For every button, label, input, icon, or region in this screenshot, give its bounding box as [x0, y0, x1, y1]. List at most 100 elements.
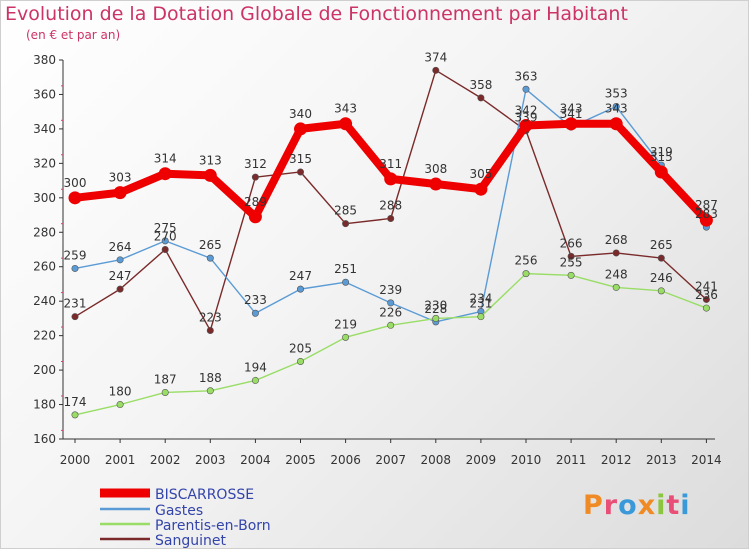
legend-label: BISCARROSSE	[155, 487, 254, 503]
x-tick-label: 2004	[240, 453, 271, 467]
data-label: 340	[289, 107, 312, 121]
series-lines	[68, 66, 713, 419]
data-label: 314	[154, 152, 177, 166]
y-tick-label: 340	[33, 122, 56, 136]
data-point	[251, 309, 259, 317]
data-label: 219	[334, 317, 357, 331]
data-label: 247	[109, 269, 132, 283]
legend-label: Gastes	[155, 503, 203, 519]
data-point	[294, 122, 307, 136]
data-label: 205	[289, 341, 312, 355]
data-point	[657, 287, 665, 295]
data-label: 283	[695, 207, 718, 221]
data-label: 194	[244, 360, 267, 374]
data-label: 275	[154, 221, 177, 235]
data-label: 312	[244, 157, 267, 171]
data-label: 266	[560, 236, 583, 250]
data-point	[384, 172, 398, 186]
data-label: 268	[605, 233, 628, 247]
data-point	[206, 254, 214, 262]
data-label: 174	[64, 395, 87, 409]
data-point	[387, 299, 395, 307]
data-point	[429, 177, 443, 191]
data-label: 303	[109, 171, 132, 185]
x-tick-label: 2001	[105, 453, 136, 467]
data-point	[68, 191, 82, 205]
data-label: 353	[605, 87, 628, 101]
data-point	[387, 214, 395, 222]
data-label: 305	[469, 167, 492, 181]
data-point	[161, 237, 169, 245]
data-label: 311	[379, 157, 402, 171]
data-point	[702, 304, 710, 312]
data-point	[251, 173, 259, 181]
data-label: 231	[469, 297, 492, 311]
y-tick-label: 240	[33, 294, 56, 308]
data-label: 313	[199, 153, 222, 167]
data-label: 259	[64, 248, 87, 262]
data-point	[657, 254, 665, 262]
data-point	[342, 278, 350, 286]
data-label: 255	[560, 255, 583, 269]
x-tick-label: 2003	[195, 453, 226, 467]
x-tick-label: 2005	[285, 453, 316, 467]
y-tick-label: 200	[33, 363, 56, 377]
legend-label: Sanguinet	[155, 533, 226, 549]
data-label: 233	[244, 293, 267, 307]
data-label: 230	[424, 298, 447, 312]
data-label: 308	[424, 162, 447, 176]
x-tick-label: 2007	[375, 453, 406, 467]
x-tick-label: 2012	[601, 453, 632, 467]
data-label: 226	[379, 305, 402, 319]
data-point	[296, 168, 304, 176]
data-point	[206, 326, 214, 334]
data-point	[612, 283, 620, 291]
data-point	[432, 314, 440, 322]
data-point	[203, 168, 217, 182]
data-label: 315	[289, 152, 312, 166]
data-point	[342, 333, 350, 341]
data-label: 239	[379, 283, 402, 297]
data-label: 234	[469, 292, 492, 306]
data-point	[71, 411, 79, 419]
chart-subtitle: (en € et par an)	[26, 28, 121, 42]
data-label: 188	[199, 371, 222, 385]
x-tick-label: 2008	[421, 453, 452, 467]
data-label: 236	[695, 288, 718, 302]
data-label: 315	[650, 150, 673, 164]
y-tick-label: 380	[33, 53, 56, 67]
data-label: 256	[515, 254, 538, 268]
data-point	[567, 271, 575, 279]
data-point	[158, 167, 172, 181]
data-label: 187	[154, 372, 177, 386]
legend-label: Parentis-en-Born	[155, 518, 271, 534]
x-tick-label: 2014	[691, 453, 722, 467]
data-point	[251, 376, 259, 384]
proxiti-logo: Proxiti	[583, 490, 691, 521]
data-label: 246	[650, 271, 673, 285]
data-point	[116, 256, 124, 264]
x-tick-label: 2010	[511, 453, 542, 467]
data-label: 228	[424, 302, 447, 316]
data-label: 288	[379, 198, 402, 212]
data-label: 247	[289, 269, 312, 283]
data-point	[432, 66, 440, 74]
data-point	[609, 117, 623, 131]
data-point	[71, 313, 79, 321]
data-point	[612, 249, 620, 257]
data-point	[342, 220, 350, 228]
data-point	[161, 246, 169, 254]
y-tick-label: 160	[33, 432, 56, 446]
y-tick-label: 300	[33, 191, 56, 205]
data-label: 231	[64, 297, 87, 311]
data-label: 341	[560, 107, 583, 121]
data-point	[116, 285, 124, 293]
data-point	[339, 117, 353, 131]
data-point	[296, 285, 304, 293]
data-point	[474, 182, 488, 196]
x-tick-label: 2013	[646, 453, 677, 467]
x-tick-label: 2009	[466, 453, 497, 467]
data-label: 287	[695, 198, 718, 212]
